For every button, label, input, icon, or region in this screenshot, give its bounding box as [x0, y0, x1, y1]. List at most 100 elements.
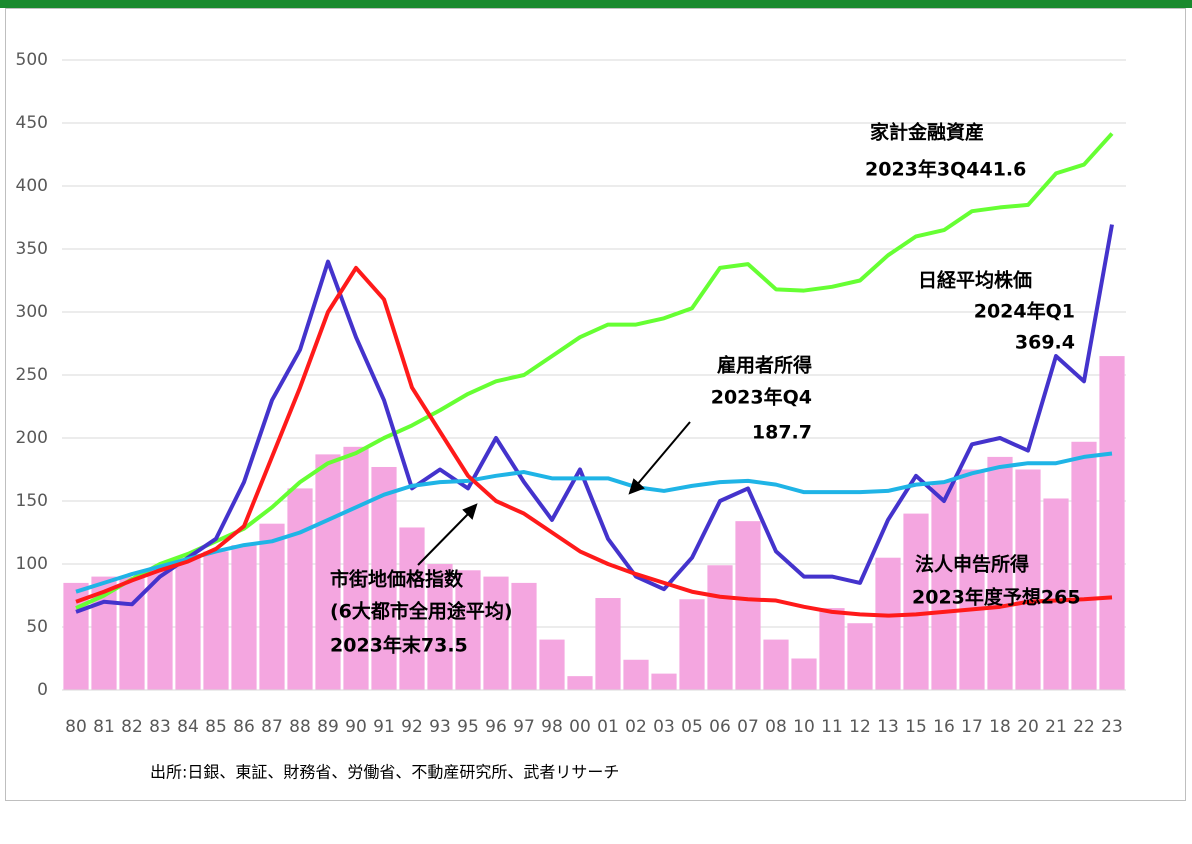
x-tick-label: 92: [401, 717, 423, 737]
bar: [623, 659, 649, 690]
bar: [1071, 441, 1097, 690]
y-tick-label: 100: [16, 554, 48, 574]
x-tick-label: 01: [597, 717, 619, 737]
annotation: 市街地価格指数: [330, 568, 464, 591]
y-tick-label: 150: [16, 491, 48, 511]
annotation: 369.4: [1015, 332, 1075, 354]
annotation: 187.7: [752, 422, 812, 444]
x-tick-label: 18: [989, 717, 1011, 737]
line: [75, 132, 1114, 610]
bar: [399, 527, 425, 690]
bar: [1043, 498, 1069, 690]
line: [75, 451, 1113, 594]
bar: [343, 446, 369, 690]
x-tick-label: 22: [1073, 717, 1095, 737]
x-tick-label: 07: [737, 717, 759, 737]
bar: [987, 456, 1013, 690]
x-tick-label: 17: [961, 717, 983, 737]
bar: [763, 639, 789, 690]
bar: [287, 488, 313, 690]
bar: [175, 557, 201, 690]
bar: [231, 545, 257, 690]
annotation: (6大都市全用途平均): [330, 600, 513, 623]
arrows: [417, 421, 691, 566]
bar: [651, 673, 677, 690]
bar: [371, 466, 397, 690]
bar: [735, 521, 761, 690]
annotation: 2023年末73.5: [330, 634, 468, 657]
y-tick-label: 500: [16, 50, 48, 70]
x-tick-label: 98: [541, 717, 563, 737]
x-tick-label: 11: [821, 717, 843, 737]
x-tick-label: 05: [681, 717, 703, 737]
bar: [707, 565, 733, 690]
y-tick-label: 0: [37, 680, 48, 700]
x-tick-label: 16: [933, 717, 955, 737]
arrow: [635, 421, 691, 487]
bar: [819, 608, 845, 690]
bar: [203, 551, 229, 690]
line: [75, 265, 1113, 618]
bar: [147, 570, 173, 690]
x-tick-label: 00: [569, 717, 591, 737]
bar: [315, 454, 341, 690]
x-tick-label: 12: [849, 717, 871, 737]
bar: [455, 570, 481, 690]
x-tick-label: 84: [177, 717, 199, 737]
bar: [847, 623, 873, 690]
x-tick-label: 13: [877, 717, 899, 737]
bar: [483, 576, 509, 690]
annotation: 2023年3Q441.6: [865, 158, 1026, 181]
bar: [1099, 356, 1125, 690]
header-bar: [0, 0, 1192, 8]
x-tick-label: 82: [121, 717, 143, 737]
bar: [679, 599, 705, 690]
annotation: 雇用者所得: [717, 354, 812, 377]
x-tick-label: 93: [429, 717, 451, 737]
source-note: 出所:日銀、東証、財務省、労働省、不動産研究所、武者リサーチ: [150, 763, 619, 782]
chart-frame: [5, 8, 1186, 801]
y-tick-label: 50: [26, 617, 48, 637]
y-tick-label: 300: [16, 302, 48, 322]
bar: [511, 582, 537, 690]
x-tick-label: 15: [905, 717, 927, 737]
arrow: [417, 511, 471, 566]
x-tick-label: 10: [793, 717, 815, 737]
bar: [875, 557, 901, 690]
arrowhead: [462, 503, 478, 520]
bar: [595, 598, 621, 690]
x-tick-label: 80: [65, 717, 87, 737]
arrowhead: [628, 478, 645, 495]
bar: [959, 469, 985, 690]
x-tick-label: 85: [205, 717, 227, 737]
x-tick-label: 03: [653, 717, 675, 737]
y-tick-label: 200: [16, 428, 48, 448]
x-tick-label: 02: [625, 717, 647, 737]
annotation: 2024年Q1: [974, 300, 1075, 323]
bar: [791, 658, 817, 690]
bar: [539, 639, 565, 690]
x-tick-label: 23: [1101, 717, 1123, 737]
annotation: 2023年度予想265: [912, 586, 1081, 609]
y-tick-label: 350: [16, 239, 48, 259]
x-tick-label: 97: [513, 717, 535, 737]
x-tick-label: 87: [261, 717, 283, 737]
y-tick-label: 250: [16, 365, 48, 385]
annotation: 2023年Q4: [711, 386, 812, 409]
x-tick-label: 21: [1045, 717, 1067, 737]
annotation: 法人申告所得: [915, 553, 1029, 576]
x-tick-label: 88: [289, 717, 311, 737]
bar: [903, 513, 929, 690]
x-tick-label: 20: [1017, 717, 1039, 737]
x-tick-label: 96: [485, 717, 507, 737]
x-tick-label: 81: [93, 717, 115, 737]
bar: [259, 523, 285, 690]
bar: [567, 676, 593, 690]
line: [75, 224, 1114, 614]
x-tick-label: 83: [149, 717, 171, 737]
bar: [1015, 469, 1041, 690]
x-tick-label: 90: [345, 717, 367, 737]
x-tick-label: 06: [709, 717, 731, 737]
